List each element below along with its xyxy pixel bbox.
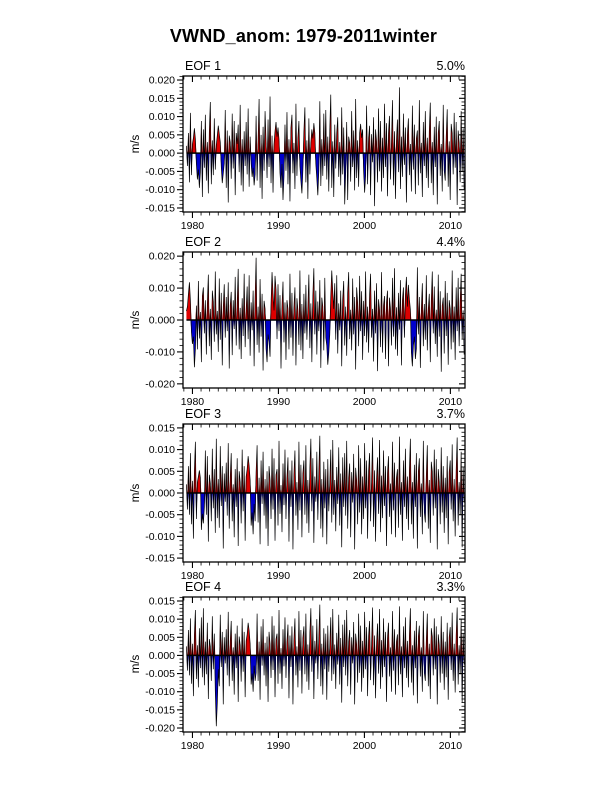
svg-text:-0.015: -0.015: [145, 202, 175, 214]
svg-text:-0.010: -0.010: [145, 346, 175, 358]
svg-text:0.010: 0.010: [149, 111, 175, 123]
svg-text:0.005: 0.005: [149, 129, 175, 141]
svg-text:-0.010: -0.010: [145, 686, 175, 698]
svg-text:1980: 1980: [181, 570, 205, 582]
svg-text:0.005: 0.005: [149, 632, 175, 644]
svg-text:-0.005: -0.005: [145, 509, 175, 521]
svg-text:1990: 1990: [267, 220, 291, 232]
panel1-title: EOF 1: [185, 59, 222, 73]
svg-text:2010: 2010: [439, 570, 463, 582]
svg-text:1990: 1990: [267, 740, 291, 752]
chart-title: VWND_anom: 1979-2011winter: [169, 26, 438, 46]
svg-text:-0.020: -0.020: [145, 378, 175, 390]
svg-text:0.020: 0.020: [149, 75, 175, 87]
svg-text:2010: 2010: [439, 740, 463, 752]
panel3-title: EOF 3: [185, 407, 222, 421]
svg-text:2000: 2000: [353, 570, 377, 582]
svg-text:-0.005: -0.005: [145, 668, 175, 680]
svg-text:-0.020: -0.020: [145, 723, 175, 735]
svg-text:0.020: 0.020: [149, 251, 175, 263]
svg-text:-0.015: -0.015: [145, 704, 175, 716]
svg-text:1980: 1980: [181, 740, 205, 752]
svg-text:0.015: 0.015: [149, 93, 175, 105]
svg-text:-0.010: -0.010: [145, 531, 175, 543]
panel2-variance: 4.4%: [436, 235, 466, 249]
svg-text:-0.010: -0.010: [145, 184, 175, 196]
svg-text:-0.015: -0.015: [145, 553, 175, 565]
eof2-plot: 1980 1990 2000 2010 0.020 0.010 0.000 -0.010 -0.…: [145, 251, 466, 408]
eof4-plot: 1980 1990 2000 2010 0.015 0.010 0.005 0.000 -0.0…: [145, 595, 466, 752]
svg-text:0.000: 0.000: [149, 315, 175, 327]
svg-text:0.015: 0.015: [149, 422, 175, 434]
panel2-title: EOF 2: [185, 235, 222, 249]
svg-text:0.010: 0.010: [149, 444, 175, 456]
eof3-plot: 1980 1990 2000 2010 0.015 0.010 0.005 0.000 -0.0…: [145, 422, 466, 582]
svg-text:0.010: 0.010: [149, 283, 175, 295]
panel4-variance: 3.3%: [436, 580, 466, 594]
svg-text:2010: 2010: [439, 220, 463, 232]
eof1-plot: 1980 1990 2000 2010 0.020 0.015 0.010 0.005 0.00…: [145, 75, 466, 232]
svg-text:-0.005: -0.005: [145, 166, 175, 178]
svg-text:2000: 2000: [353, 220, 377, 232]
svg-text:2000: 2000: [353, 396, 377, 408]
svg-text:0.015: 0.015: [149, 595, 175, 607]
svg-text:1980: 1980: [181, 220, 205, 232]
svg-text:0.000: 0.000: [149, 650, 175, 662]
panel4-title: EOF 4: [185, 580, 222, 594]
svg-text:2000: 2000: [353, 740, 377, 752]
svg-text:1980: 1980: [181, 396, 205, 408]
panel1-variance: 5.0%: [436, 59, 466, 73]
svg-text:1990: 1990: [267, 570, 291, 582]
svg-text:0.010: 0.010: [149, 614, 175, 626]
svg-text:0.005: 0.005: [149, 466, 175, 478]
svg-text:2010: 2010: [439, 396, 463, 408]
svg-text:1990: 1990: [267, 396, 291, 408]
svg-text:0.000: 0.000: [149, 488, 175, 500]
panel3-variance: 3.7%: [436, 407, 466, 421]
svg-text:0.000: 0.000: [149, 148, 175, 160]
